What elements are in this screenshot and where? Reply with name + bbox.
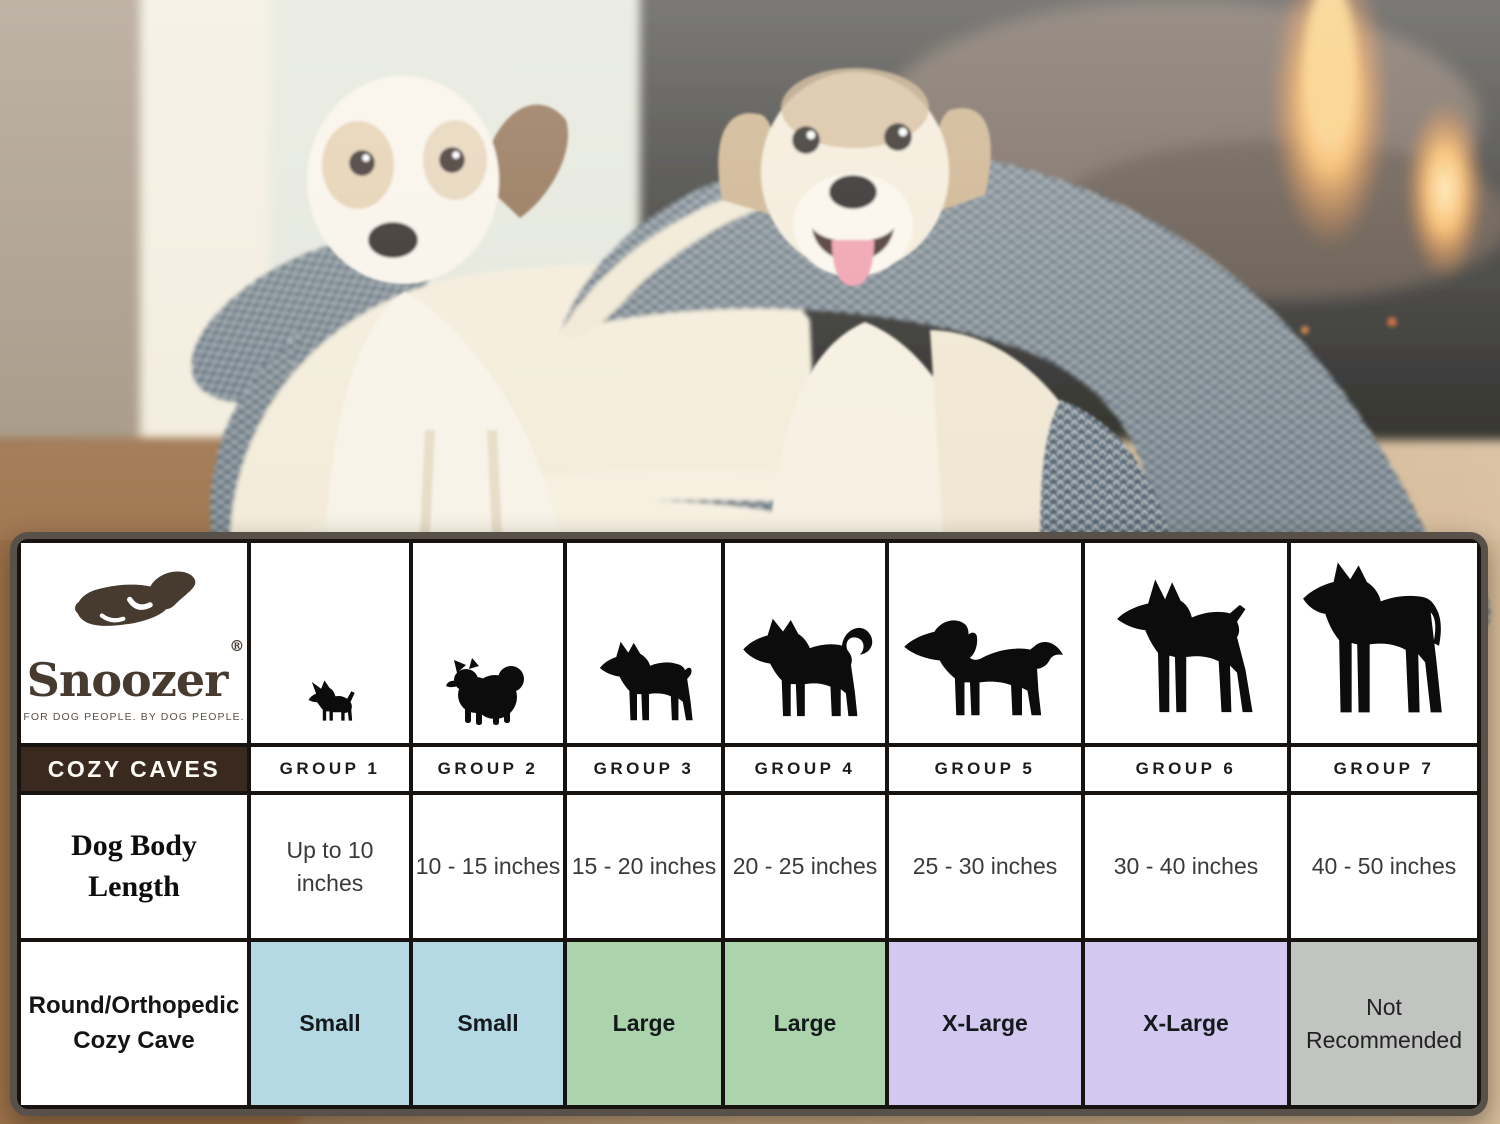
body-length-row-label: Dog Body Length: [21, 795, 247, 938]
group-4-label: GROUP 4: [725, 747, 885, 791]
group-2-label: GROUP 2: [413, 747, 563, 791]
golden-retriever-icon: [904, 620, 1064, 716]
size-group-1: Small: [251, 942, 409, 1105]
body-length-group-3: 15 - 20 inches: [567, 795, 721, 938]
cozy-caves-header: COZY CAVES: [21, 747, 247, 791]
group-3-label: GROUP 3: [567, 747, 721, 791]
size-group-2: Small: [413, 942, 563, 1105]
shiba-inu-icon: [743, 618, 873, 717]
body-length-group-2: 10 - 15 inches: [413, 795, 563, 938]
size-group-7: Not Recommended: [1291, 942, 1477, 1105]
snoozer-dog-head-icon: [75, 571, 196, 626]
chihuahua-icon: [308, 680, 355, 721]
brand-name: Snoozer®: [26, 637, 245, 707]
pomeranian-icon: [446, 658, 524, 725]
group-7-label: GROUP 7: [1291, 747, 1477, 791]
size-group-6: X-Large: [1085, 942, 1287, 1105]
group-6-label: GROUP 6: [1085, 747, 1287, 791]
group-7-dog-cell: [1291, 543, 1477, 743]
group-5-dog-cell: [889, 543, 1081, 743]
body-length-group-1: Up to 10 inches: [251, 795, 409, 938]
group-2-dog-cell: [413, 543, 563, 743]
group-4-dog-cell: [725, 543, 885, 743]
size-group-4: Large: [725, 942, 885, 1105]
boston-terrier-icon: [600, 641, 694, 721]
group-5-label: GROUP 5: [889, 747, 1081, 791]
registered-mark: ®: [229, 637, 244, 655]
body-length-group-7: 40 - 50 inches: [1291, 795, 1477, 938]
photo-haze: [0, 0, 1500, 540]
size-group-3: Large: [567, 942, 721, 1105]
body-length-group-6: 30 - 40 inches: [1085, 795, 1287, 938]
brand-tagline: FOR DOG PEOPLE. BY DOG PEOPLE.: [23, 711, 245, 723]
logo-cell: Snoozer® FOR DOG PEOPLE. BY DOG PEOPLE.: [21, 543, 247, 743]
body-length-group-5: 25 - 30 inches: [889, 795, 1081, 938]
product-row-label: Round/Orthopedic Cozy Cave: [21, 942, 247, 1105]
group-1-dog-cell: [251, 543, 409, 743]
group-6-dog-cell: [1085, 543, 1287, 743]
size-group-5: X-Large: [889, 942, 1081, 1105]
great-dane-icon: [1303, 562, 1443, 713]
body-length-group-4: 20 - 25 inches: [725, 795, 885, 938]
sizing-table: Snoozer® FOR DOG PEOPLE. BY DOG PEOPLE.: [10, 532, 1488, 1116]
group-1-label: GROUP 1: [251, 747, 409, 791]
group-3-dog-cell: [567, 543, 721, 743]
doberman-icon: [1116, 579, 1253, 713]
